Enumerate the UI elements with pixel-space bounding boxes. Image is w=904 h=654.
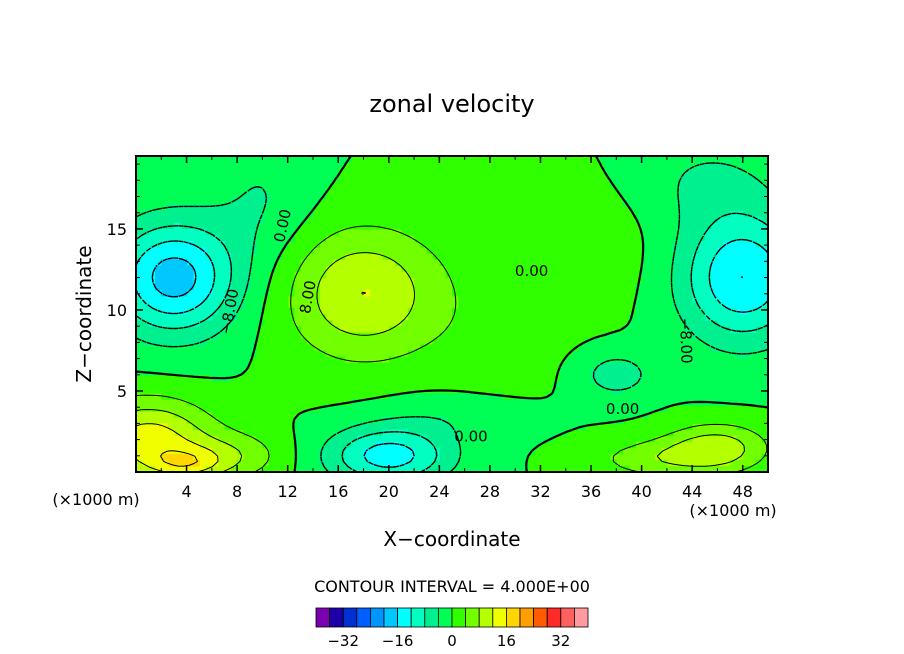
colorbar-swatch [451,607,467,628]
colorbar-swatch [546,607,562,628]
field-color-band [155,259,194,297]
x-tick-label: 48 [733,482,753,501]
contour-line [136,238,768,468]
field-color-band [136,253,744,472]
svg-text:0.00: 0.00 [515,262,548,280]
colorbar-swatch [356,607,371,628]
x-tick-label: 24 [429,482,449,501]
colorbar-swatch [424,607,439,628]
chart-title: zonal velocity [369,90,534,118]
y-tick-label: 5 [117,382,127,401]
colorbar-swatch [383,607,399,628]
colorbar-tick-label: 32 [551,632,570,650]
x-unit-left: (×1000 m) [52,490,139,509]
svg-text:0.00: 0.00 [606,400,639,418]
x-unit-right: (×1000 m) [689,501,776,520]
colorbar-tick-label: −16 [382,632,414,650]
contour-labels: 0.008.00−8.000.000.000.00−8.00 [217,207,696,445]
contour-label: 8.00 [296,279,320,315]
colorbar-swatch [410,607,426,628]
colorbar-swatch [397,607,412,628]
field-color-band [136,289,371,472]
colorbar-swatch [519,607,535,628]
x-tick-label: 40 [631,482,651,501]
field-color-band [136,162,768,472]
svg-text:0.00: 0.00 [454,427,487,445]
contour-label: 0.00 [606,400,639,418]
field-color-band [136,241,768,467]
colorbar-swatch [478,607,494,628]
colorbar-tick-label: −32 [327,632,359,650]
contour-label: 0.00 [515,262,548,280]
svg-text:−8.00: −8.00 [676,317,696,364]
contour-line [136,162,768,472]
svg-text:8.00: 8.00 [296,279,320,315]
colorbar-swatch [492,607,507,628]
colorbar-swatch [574,607,589,628]
contour-line [136,156,768,472]
y-axis-ticks: 5 10 15 [107,163,768,457]
colorbar-swatch [533,607,548,628]
x-tick-label: 8 [232,482,242,501]
colorbar-tick-label: 16 [497,632,516,650]
colorbar-swatch [560,607,575,628]
field-color-band [161,453,200,467]
colorbar-swatch [315,607,331,628]
contour-label: 0.00 [454,427,487,445]
contour-label: −8.00 [676,317,696,364]
x-tick-label: 44 [682,482,702,501]
x-tick-label: 12 [278,482,298,501]
colorbar-swatch [342,607,358,628]
contour-line [136,212,768,472]
colorbar-swatch [505,607,521,628]
colorbar-swatch [369,607,385,628]
colorbar-tick-label: 0 [447,632,457,650]
y-axis-label: Z−coordinate [72,245,96,382]
colorbar-swatch [437,607,453,628]
x-tick-label: 32 [530,482,550,501]
field-color-band [136,210,768,472]
x-axis-label: X−coordinate [383,527,520,551]
x-tick-label: 4 [181,482,191,501]
contour-line [151,257,743,298]
y-tick-label: 10 [107,301,127,320]
x-tick-label: 28 [480,482,500,501]
colorbar-swatch [465,607,480,628]
x-tick-label: 20 [379,482,399,501]
colorbar: −32 −16 0 16 32 [315,607,589,650]
x-axis-ticks: 4 8 12 16 20 24 28 32 36 40 44 48 [160,156,753,501]
colorbar-swatch [329,607,344,628]
plot-frame [135,155,769,473]
x-tick-label: 36 [581,482,601,501]
y-tick-label: 15 [107,220,127,239]
x-tick-label: 16 [328,482,348,501]
contour-interval-text: CONTOUR INTERVAL = 4.000E+00 [314,577,590,596]
